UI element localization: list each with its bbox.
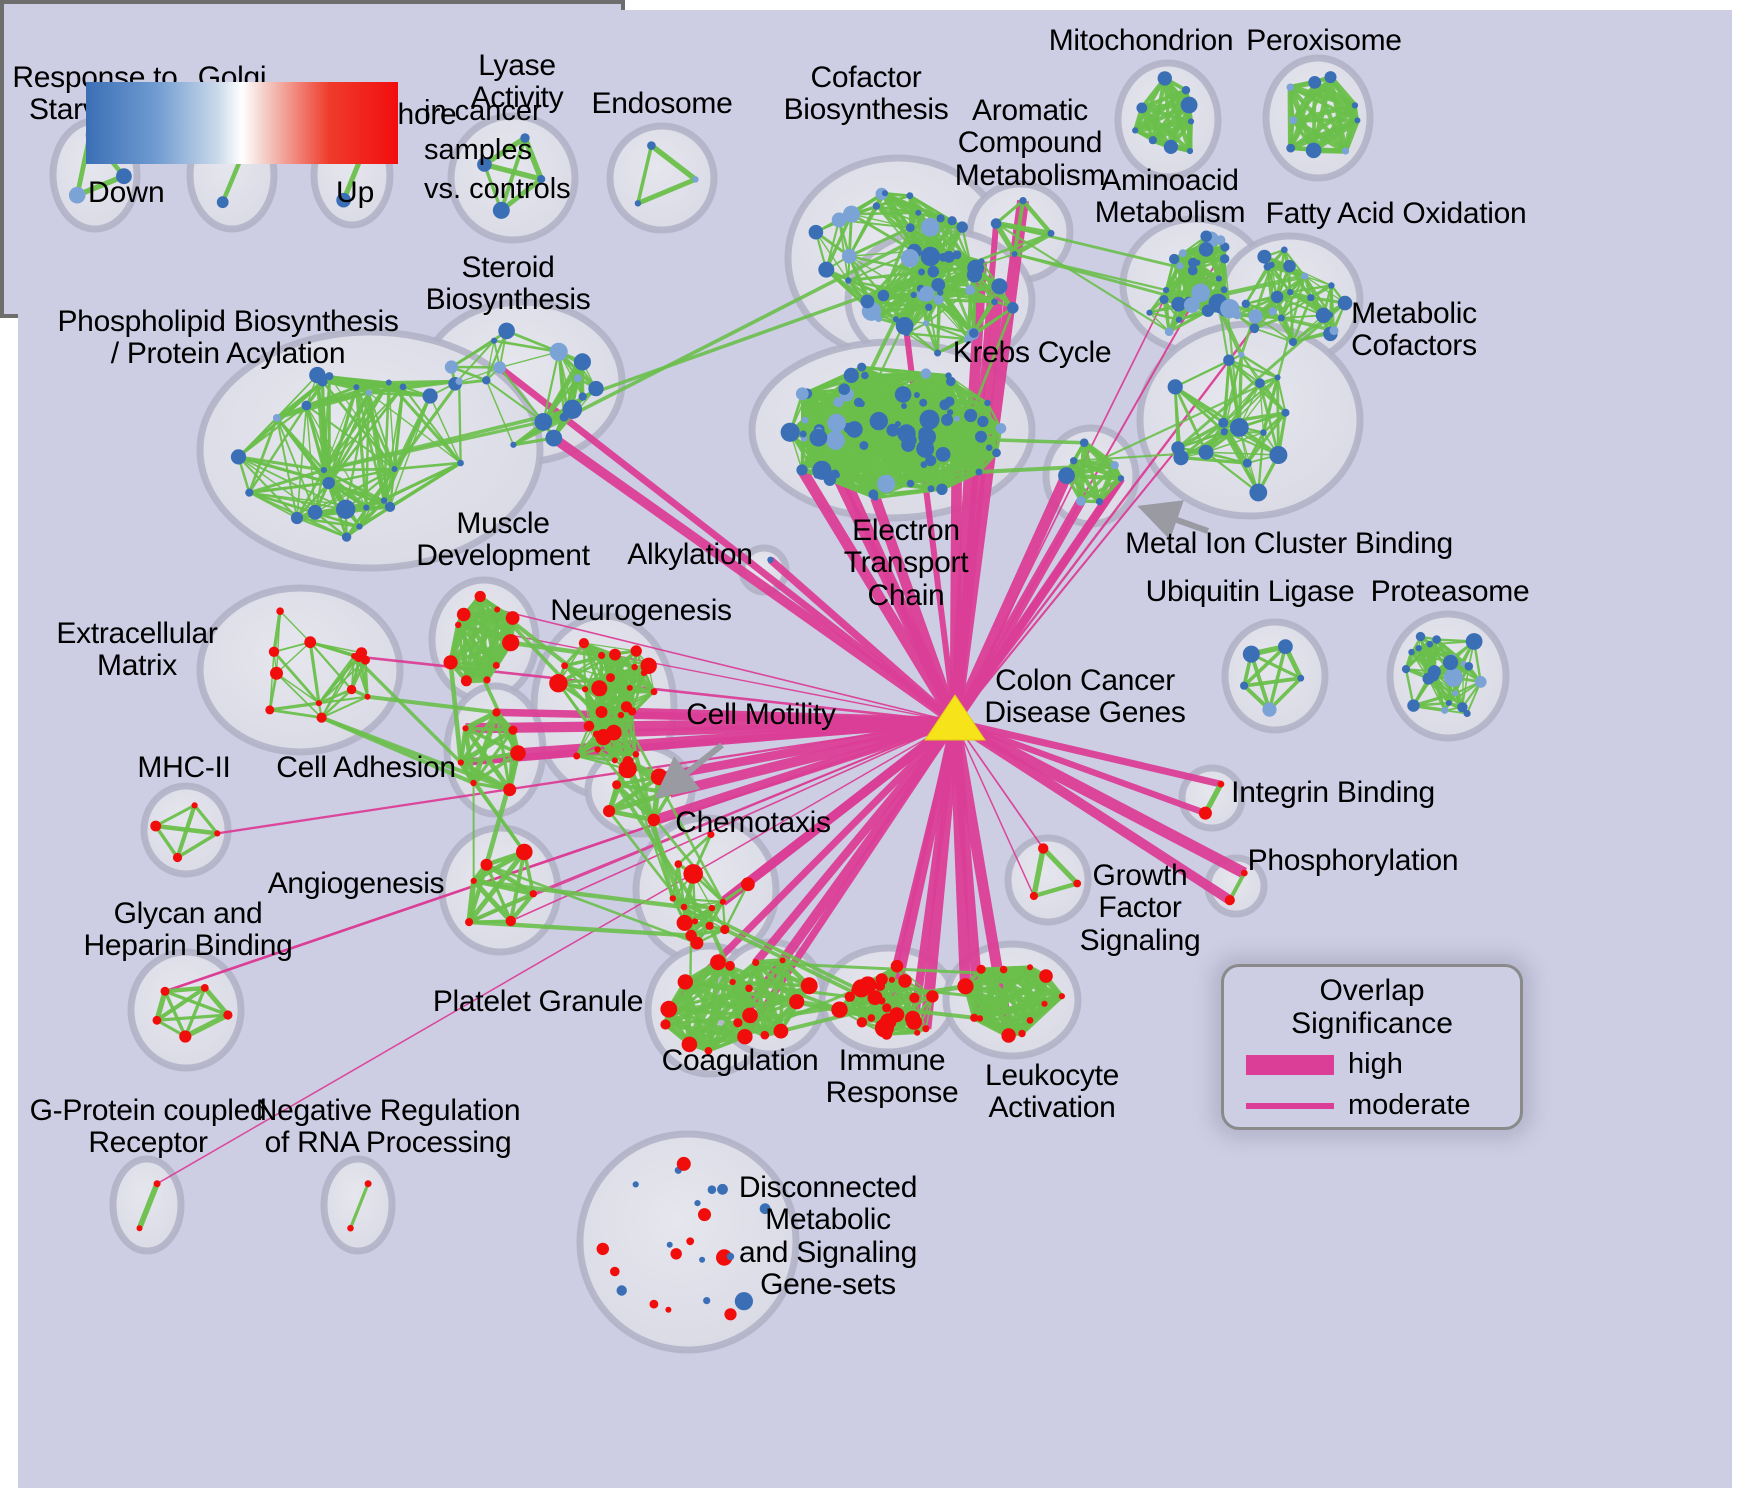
high-significance-swatch <box>1246 1054 1334 1075</box>
cluster-label-cell-adhesion: Cell Adhesion <box>276 751 456 784</box>
cluster-label-angiogenesis: Angiogenesis <box>267 867 445 900</box>
cluster-label-immune-response: Immune Response <box>825 1044 959 1110</box>
hub-label: Colon Cancer Disease Genes <box>984 664 1186 730</box>
cluster-label-muscle-development: Muscle Development <box>416 507 590 573</box>
cluster-label-g-protein-coupled-receptor: G-Protein coupled Receptor <box>29 1094 267 1160</box>
cluster-label-neurogenesis: Neurogenesis <box>550 594 732 627</box>
cluster-label-steroid-biosynthesis: Steroid Biosynthesis <box>425 251 591 317</box>
cluster-label-platelet-granule: Platelet Granule <box>432 985 644 1018</box>
cluster-label-peroxisome: Peroxisome <box>1246 24 1402 57</box>
enrichment-color-scale <box>86 82 398 164</box>
cluster-label-alkylation: Alkylation <box>627 538 753 571</box>
overlap-significance-legend: Overlap Significance high moderate <box>1221 964 1523 1130</box>
overlap-legend-title: Overlap Significance <box>1291 974 1453 1040</box>
cluster-label-proteasome: Proteasome <box>1370 575 1530 608</box>
cluster-label-negative-regulation-of-rna-processing: Negative Regulation of RNA Processing <box>255 1094 521 1160</box>
cluster-label-metabolic-cofactors: Metabolic Cofactors <box>1351 297 1477 363</box>
cell-motility-arrow <box>654 742 724 799</box>
enrichment-low-label: Down <box>88 176 165 209</box>
cluster-label-lyase-activity: Lyase Activity <box>470 49 564 115</box>
cluster-label-phosphorylation: Phosphorylation <box>1247 844 1459 877</box>
geneset-nodes <box>68 71 1487 1321</box>
cluster-label-aromatic-compound-metabolism: Aromatic Compound Metabolism <box>954 94 1106 192</box>
cluster-label-growth-factor-signaling: Growth Factor Signaling <box>1079 859 1201 957</box>
hub-node[interactable] <box>924 694 986 741</box>
cluster-label-krebs-cycle: Krebs Cycle <box>952 336 1112 369</box>
cluster-label-leukocyte-activation: Leukocyte Activation <box>984 1059 1120 1125</box>
cluster-label-cell-motility: Cell Motility <box>686 698 836 731</box>
cluster-label-coagulation: Coagulation <box>661 1044 819 1077</box>
overlap-legend-item-moderate: moderate <box>1224 1089 1520 1122</box>
overlap-legend-item-high: high <box>1224 1048 1520 1081</box>
cluster-label-phospholipid-biosynthesis-protein-acylation: Phospholipid Biosynthesis / Protein Acyl… <box>57 305 399 371</box>
metal-ion-cluster-binding-arrow <box>1137 500 1210 540</box>
enrichment-high-label: Up <box>336 176 375 209</box>
cluster-label-mhc-ii: MHC-II <box>137 751 231 784</box>
cluster-label-chemotaxis: Chemotaxis <box>675 806 831 839</box>
cluster-label-metal-ion-cluster-binding: Metal Ion Cluster Binding <box>1125 527 1453 560</box>
moderate-significance-swatch <box>1246 1102 1334 1109</box>
cluster-label-glycan-and-heparin-binding: Glycan and Heparin Binding <box>83 897 293 963</box>
cluster-label-electron-transport-chain: Electron Transport Chain <box>843 514 969 612</box>
high-significance-label: high <box>1348 1048 1403 1080</box>
cluster-label-extracellular-matrix: Extracellular Matrix <box>56 617 218 683</box>
cluster-label-disconnected-metabolic-and-signaling-gene-sets: Disconnected Metabolic and Signaling Gen… <box>738 1171 918 1302</box>
moderate-significance-label: moderate <box>1348 1089 1471 1121</box>
enrichment-caption: in cancer samples vs. controls <box>424 95 571 206</box>
hub-overlap-edges <box>156 199 1279 1185</box>
cluster-label-integrin-binding: Integrin Binding <box>1231 776 1435 809</box>
cluster-label-ubiquitin-ligase: Ubiquitin Ligase <box>1145 575 1355 608</box>
cluster-label-fatty-acid-oxidation: Fatty Acid Oxidation <box>1265 197 1527 230</box>
cluster-label-aminoacid-metabolism: Aminoacid Metabolism <box>1094 164 1246 230</box>
cluster-label-cofactor-biosynthesis: Cofactor Biosynthesis <box>783 61 949 127</box>
cluster-label-mitochondrion: Mitochondrion <box>1048 24 1234 57</box>
cluster-label-endosome: Endosome <box>591 87 733 120</box>
